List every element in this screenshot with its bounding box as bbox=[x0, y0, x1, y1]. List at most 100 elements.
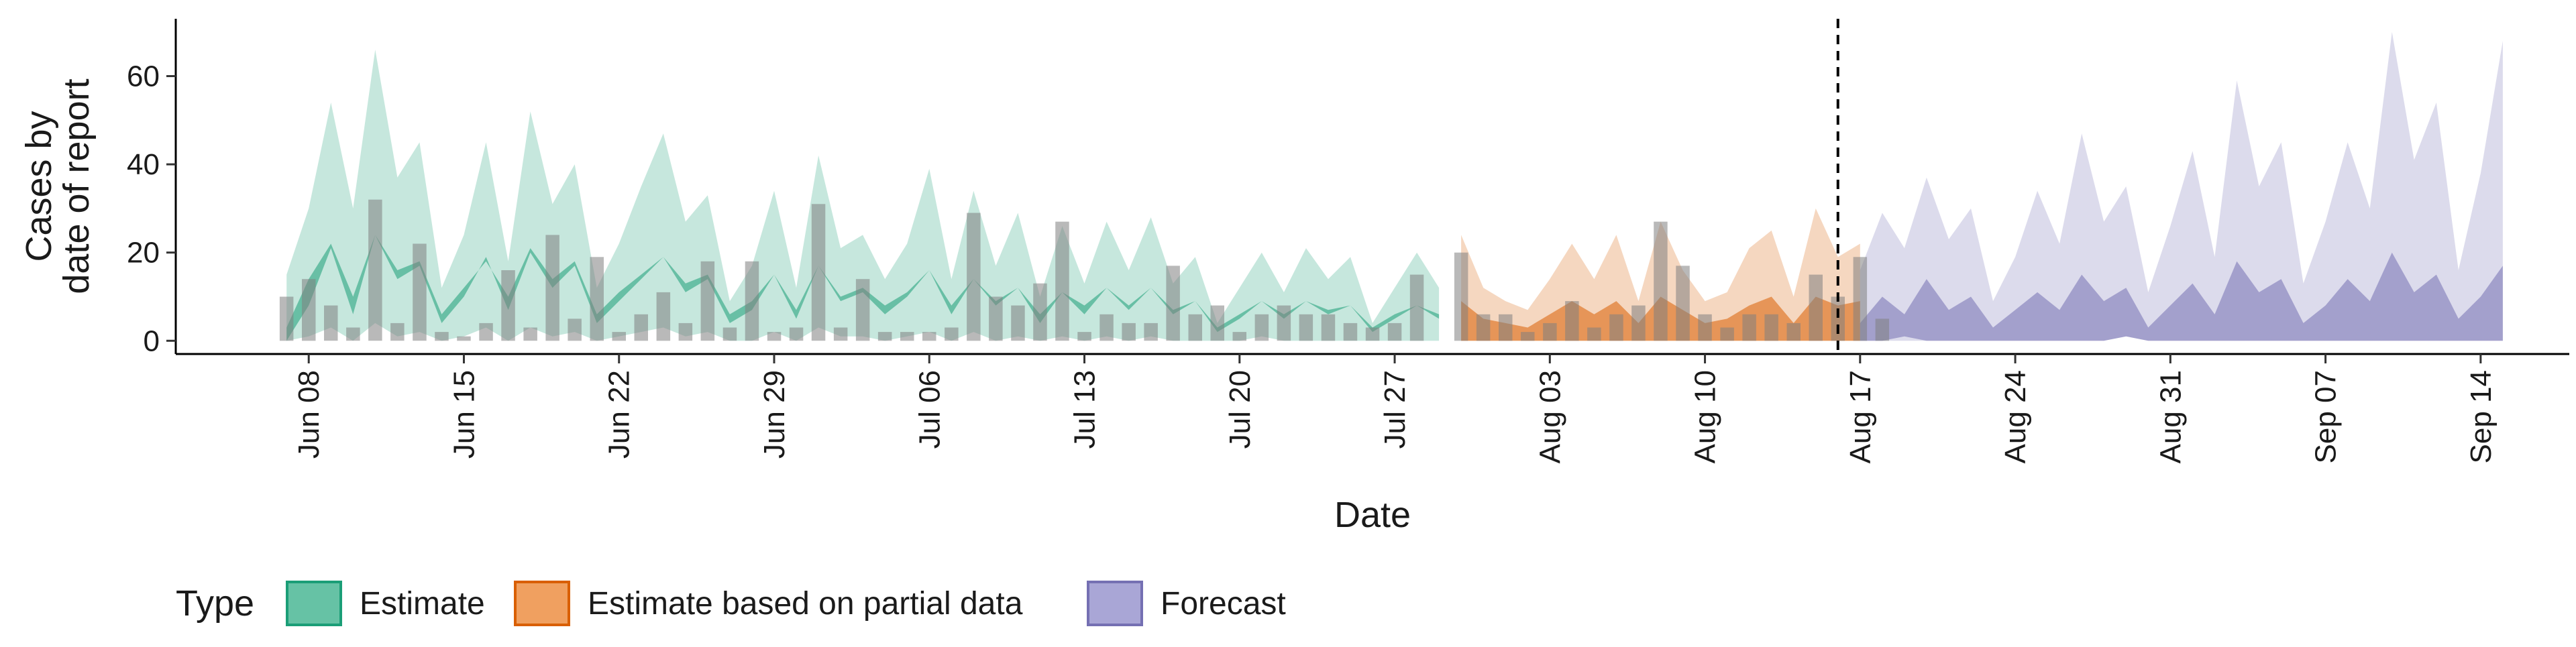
y-tick-label: 40 bbox=[127, 148, 160, 181]
case-bar bbox=[479, 322, 493, 341]
x-tick-label: Jun 15 bbox=[448, 370, 481, 459]
case-bar bbox=[1543, 322, 1557, 341]
case-bar bbox=[1764, 314, 1778, 341]
axes: 0 20 40 60 Jun 08 Jun 15 Jun 22 Jun 29 Jul 06 Jul… bbox=[19, 19, 2569, 535]
case-bar bbox=[811, 204, 826, 341]
x-tick-label: Sep 07 bbox=[2310, 370, 2343, 463]
case-bar bbox=[1099, 314, 1114, 341]
case-bar bbox=[1232, 332, 1246, 341]
case-bar bbox=[1188, 314, 1202, 341]
case-bar bbox=[1831, 296, 1845, 341]
case-bar bbox=[1698, 314, 1712, 341]
ribbon-outer-2 bbox=[1860, 32, 2503, 341]
case-bar bbox=[1476, 314, 1491, 341]
x-tick-label: Aug 24 bbox=[1999, 370, 2032, 463]
legend-label: Estimate based on partial data bbox=[588, 586, 1023, 622]
case-bar bbox=[900, 332, 914, 341]
x-tick-label: Jun 08 bbox=[292, 370, 325, 459]
case-bar bbox=[1077, 332, 1091, 341]
case-bar bbox=[1587, 327, 1601, 341]
x-tick-label: Jul 13 bbox=[1069, 370, 1102, 449]
x-tick-label: Aug 10 bbox=[1689, 370, 1722, 463]
case-bar bbox=[324, 305, 338, 341]
case-bar bbox=[1409, 274, 1424, 341]
case-bar bbox=[279, 296, 294, 341]
y-axis-title-line: date of report bbox=[56, 78, 97, 294]
case-bar bbox=[1654, 221, 1668, 341]
x-tick-label: Jun 22 bbox=[603, 370, 636, 459]
case-bar bbox=[1011, 305, 1025, 341]
case-bar bbox=[1631, 305, 1646, 341]
x-tick-label: Aug 31 bbox=[2154, 370, 2187, 463]
legend-label: Forecast bbox=[1161, 586, 1286, 622]
y-tick-label: 60 bbox=[127, 60, 160, 93]
case-bar bbox=[1786, 322, 1801, 341]
case-bar bbox=[1166, 266, 1180, 341]
ribbon-outer-0 bbox=[286, 50, 1440, 341]
y-axis-title-line: Cases by bbox=[19, 111, 59, 261]
case-bar bbox=[722, 327, 737, 341]
x-tick-label: Jul 27 bbox=[1379, 370, 1411, 449]
ribbon-inner-2 bbox=[1860, 252, 2503, 341]
y-tick-label: 0 bbox=[144, 325, 160, 357]
legend-key bbox=[514, 581, 570, 626]
case-bar bbox=[1033, 283, 1047, 341]
case-bar bbox=[922, 332, 936, 341]
case-bar bbox=[745, 261, 759, 341]
case-bar bbox=[1210, 305, 1224, 341]
legend: Type Estimate Estimate based on partial da… bbox=[176, 581, 1286, 626]
case-bar bbox=[435, 332, 449, 341]
case-bar bbox=[1875, 318, 1890, 341]
case-bar bbox=[1387, 322, 1402, 341]
case-bar bbox=[1144, 322, 1158, 341]
plot-area bbox=[279, 19, 2503, 354]
case-bar bbox=[523, 327, 537, 341]
case-bar bbox=[457, 336, 471, 341]
case-bar bbox=[368, 199, 382, 341]
case-bar bbox=[678, 322, 693, 341]
y-tick-label: 20 bbox=[127, 237, 160, 270]
case-bar bbox=[1609, 314, 1623, 341]
case-bar bbox=[1809, 274, 1823, 341]
case-bar bbox=[1499, 314, 1513, 341]
case-bar bbox=[1055, 221, 1069, 341]
case-bar bbox=[945, 327, 959, 341]
case-bar bbox=[568, 318, 582, 341]
case-bar bbox=[1720, 327, 1734, 341]
case-bar bbox=[1299, 314, 1313, 341]
legend-label: Estimate bbox=[360, 586, 485, 622]
case-bar bbox=[989, 296, 1003, 341]
case-bar bbox=[501, 270, 515, 341]
x-tick-label: Jun 29 bbox=[758, 370, 791, 459]
case-bar bbox=[1742, 314, 1756, 341]
case-bar bbox=[1365, 327, 1380, 341]
case-bar bbox=[700, 261, 715, 341]
case-bar bbox=[1254, 314, 1269, 341]
x-axis-title: Date bbox=[1334, 495, 1411, 535]
x-tick-label: Sep 14 bbox=[2465, 370, 2498, 463]
case-bar bbox=[1122, 322, 1136, 341]
case-bar bbox=[390, 322, 405, 341]
case-bar bbox=[855, 279, 870, 341]
case-bar bbox=[789, 327, 804, 341]
legend-key bbox=[286, 581, 342, 626]
case-bar bbox=[1454, 252, 1468, 341]
case-bar bbox=[833, 327, 848, 341]
legend-key bbox=[1087, 581, 1143, 626]
case-bar bbox=[1676, 266, 1690, 341]
case-bar bbox=[413, 243, 427, 341]
case-bar bbox=[612, 332, 626, 341]
x-tick-label: Jul 06 bbox=[913, 370, 946, 449]
case-bar bbox=[877, 332, 892, 341]
x-tick-label: Aug 03 bbox=[1534, 370, 1566, 463]
legend-title: Type bbox=[176, 583, 254, 624]
case-bar bbox=[1343, 322, 1358, 341]
case-bar bbox=[1853, 257, 1868, 341]
case-bar bbox=[967, 213, 981, 341]
case-bar bbox=[545, 235, 559, 341]
case-bar bbox=[1521, 332, 1535, 341]
x-tick-label: Aug 17 bbox=[1844, 370, 1877, 463]
case-bar bbox=[590, 257, 604, 341]
